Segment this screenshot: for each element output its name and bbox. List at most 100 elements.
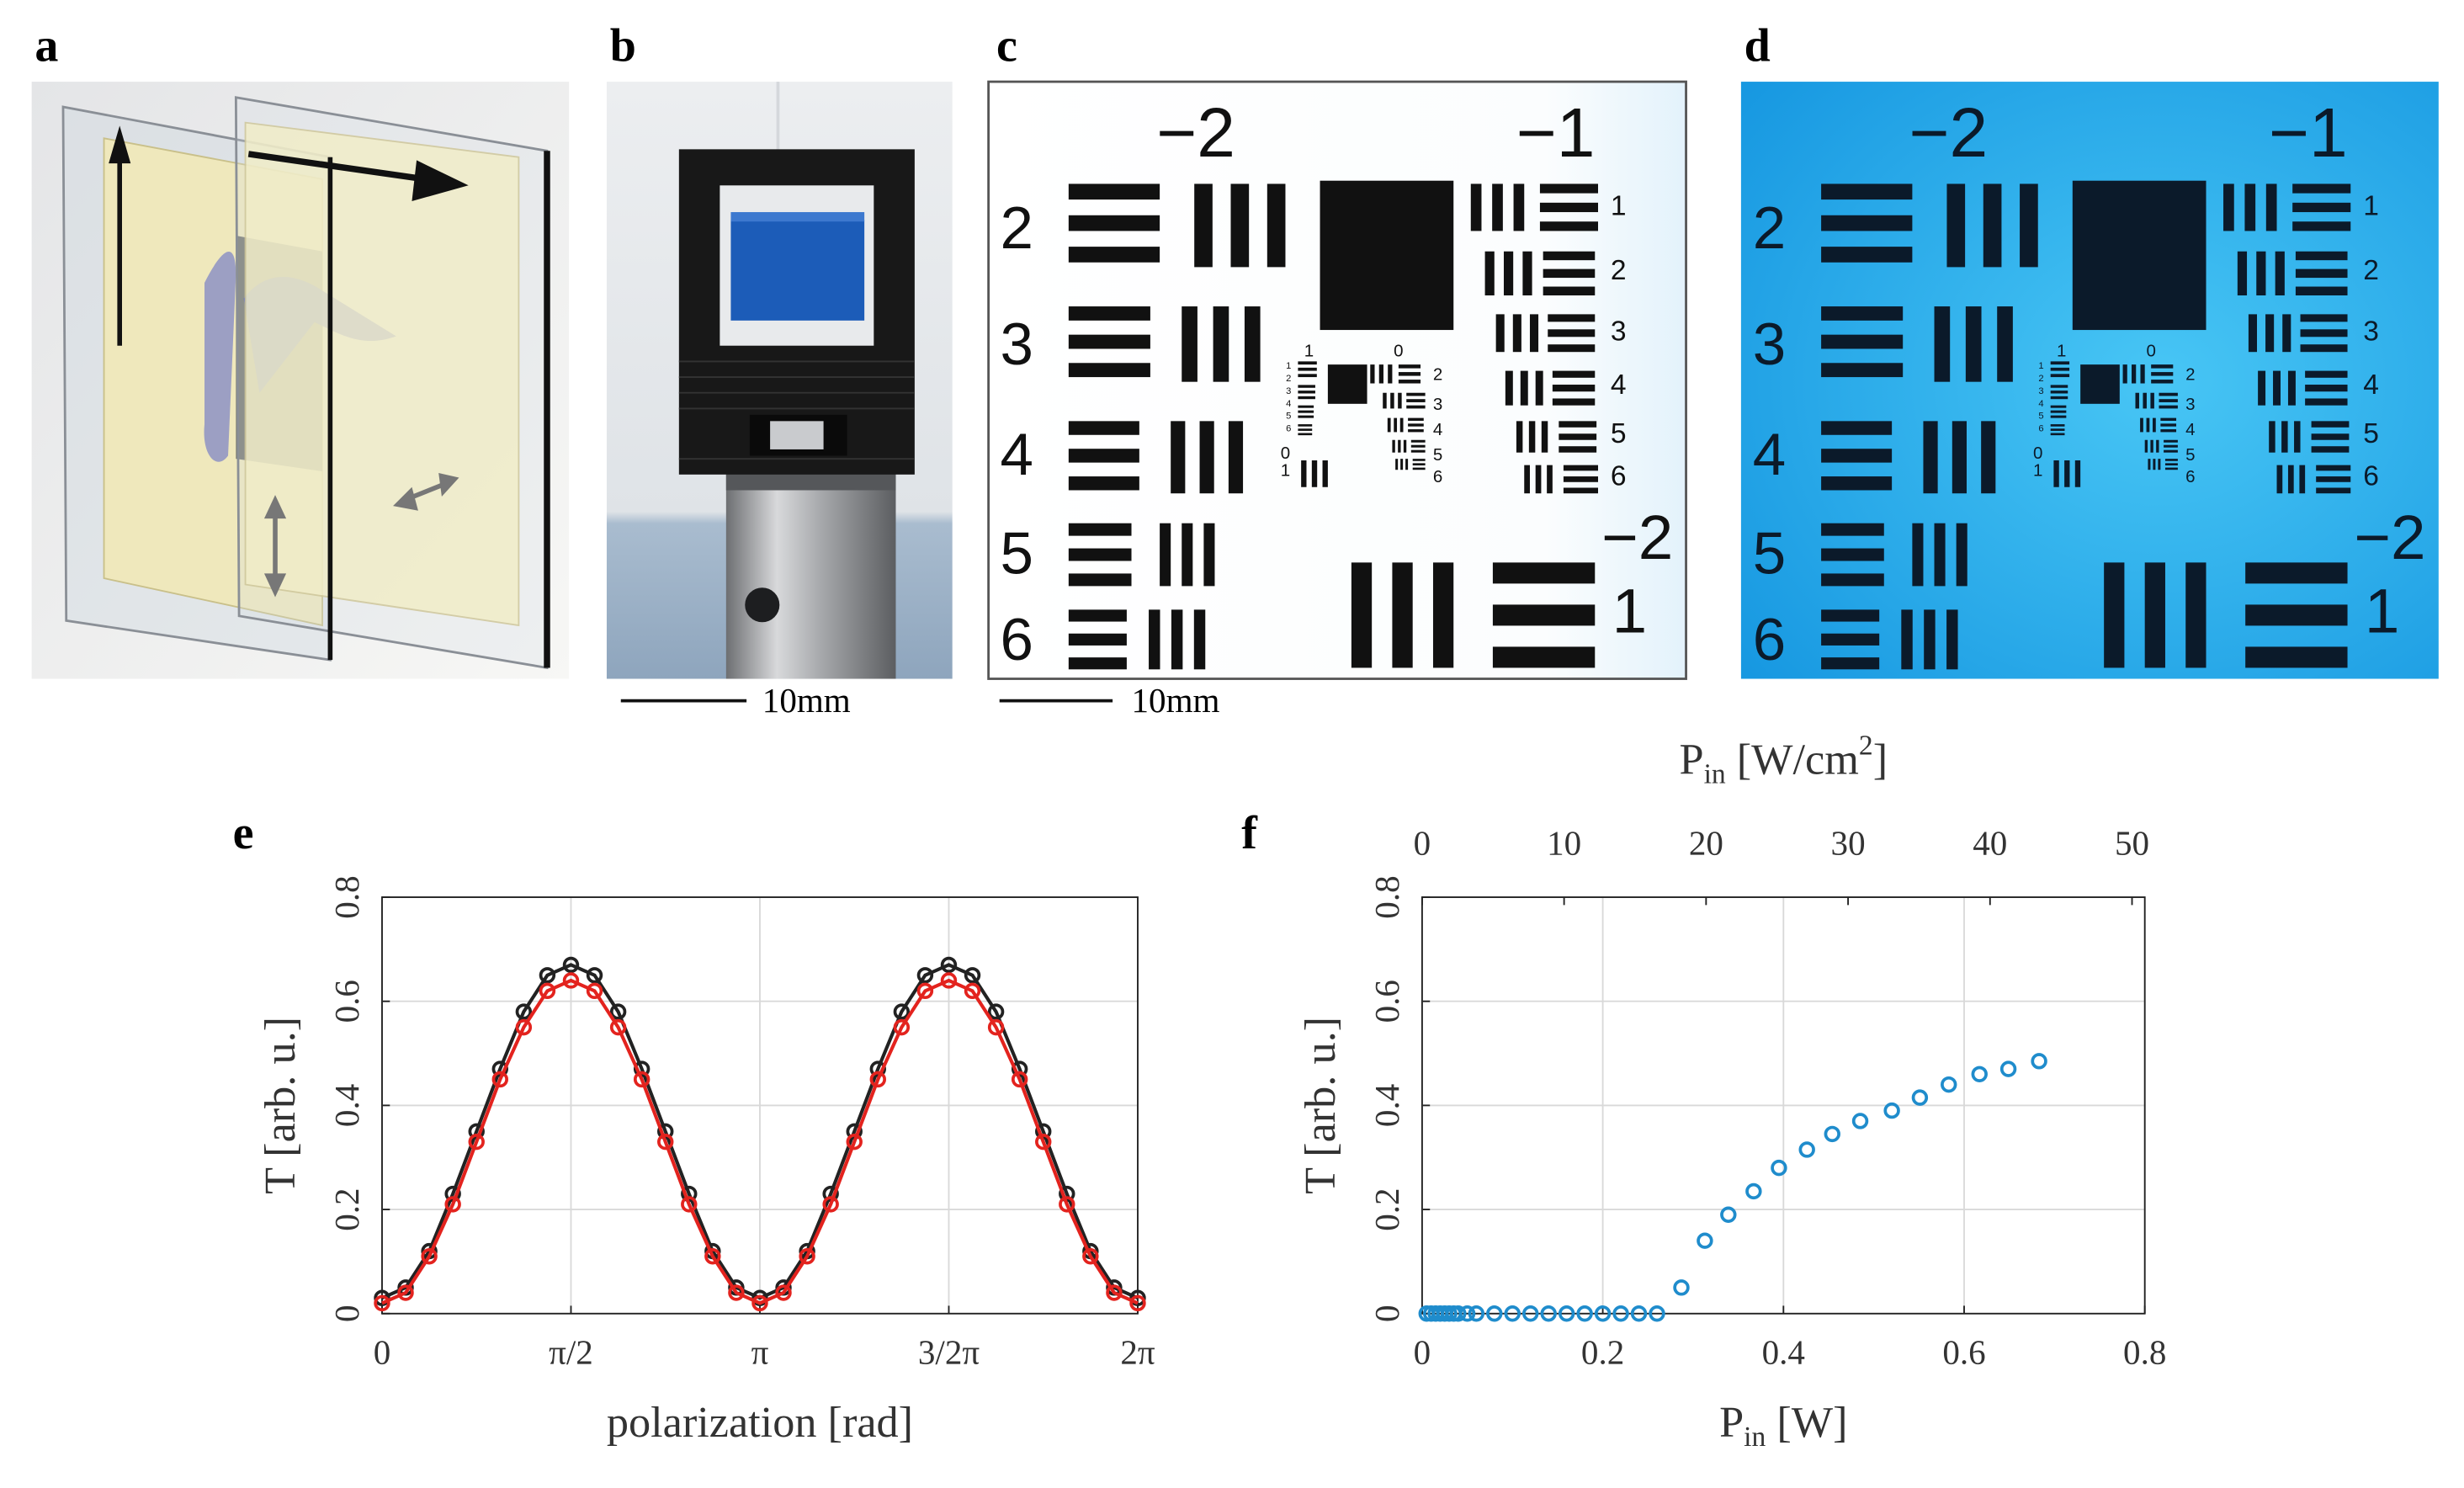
target-bar [1539, 221, 1598, 231]
target-bar [2223, 183, 2234, 231]
target-bar [1563, 476, 1598, 482]
target-bar [2287, 465, 2294, 494]
target-bar [2144, 439, 2148, 453]
target-bar [1213, 306, 1229, 382]
target-bar [1068, 306, 1150, 321]
target-bar [2305, 370, 2348, 378]
target-bar [2244, 183, 2256, 231]
target-bar [2050, 424, 2065, 427]
target-bar [1408, 423, 1424, 427]
data-point [916, 967, 934, 984]
target-bar [1901, 609, 1913, 670]
target-label: 4 [1286, 399, 1291, 409]
target-bar [1398, 439, 1401, 453]
data-point [374, 1289, 390, 1306]
target-label: 3 [1001, 311, 1033, 378]
x-tick-label: 0.4 [1762, 1333, 1805, 1372]
target-label: 1 [2363, 190, 2379, 221]
target-bar [1470, 183, 1482, 231]
target-bar [1547, 465, 1553, 494]
target-bar [1405, 459, 1409, 470]
target-bar [1524, 465, 1530, 494]
target-bar [2295, 251, 2348, 261]
target-bar [2265, 314, 2275, 353]
data-point [940, 956, 958, 974]
data-point [1059, 1196, 1075, 1213]
target-bar [1946, 609, 1958, 670]
data-point [1771, 1159, 1787, 1177]
data-point [987, 1003, 1005, 1020]
target-bar [2150, 392, 2154, 409]
target-bar [1068, 215, 1160, 231]
target-label: −2 [2354, 502, 2425, 572]
target-bar [2316, 465, 2351, 471]
target-bar [1383, 392, 1387, 409]
target-bar [1395, 459, 1399, 470]
target-bar [2294, 421, 2301, 453]
target-bar [2265, 183, 2277, 231]
data-point [1522, 1305, 1539, 1322]
target-bar [2144, 562, 2165, 668]
target-bar [2159, 392, 2178, 396]
y-tick-label: 0.2 [327, 1188, 366, 1230]
target-bar [1552, 398, 1596, 406]
target-bar [2292, 221, 2351, 231]
target-label: 4 [1753, 422, 1786, 488]
target-label: 2 [1286, 374, 1291, 384]
target-bar [2151, 372, 2174, 376]
data-point [1720, 1206, 1737, 1223]
target-bar [1298, 405, 1314, 408]
y-tick-label: 0 [1367, 1305, 1406, 1323]
data-point [1673, 1279, 1690, 1296]
target-bar [1512, 314, 1521, 353]
data-point [1540, 1305, 1557, 1322]
target-bar [1230, 183, 1250, 268]
axis-label: Pin [W/cm2] [1679, 730, 1888, 789]
data-point [397, 1284, 414, 1301]
target-label: 5 [1286, 412, 1291, 422]
target-bar [1228, 421, 1244, 494]
target-bar [2273, 370, 2281, 406]
target-bar [2245, 604, 2348, 626]
target-bar [1548, 314, 1596, 322]
data-point [940, 972, 958, 989]
data-point [987, 1018, 1005, 1036]
target-bar [1552, 385, 1596, 392]
target-bar [1552, 370, 1596, 378]
x-tick-label: 0.2 [1581, 1333, 1624, 1372]
target-bar [1398, 364, 1421, 369]
target-bar [2150, 439, 2153, 453]
target-bar [1412, 459, 1426, 461]
target-bar [2050, 396, 2068, 400]
data-point [751, 1294, 768, 1312]
target-bar [1529, 314, 1539, 353]
panel-label: f [1241, 807, 1258, 859]
target-bar [2300, 314, 2348, 322]
target-bar [1267, 183, 1286, 268]
target-bar [2143, 392, 2147, 409]
target-bar [1952, 421, 1967, 494]
target-bar [1821, 363, 1904, 378]
data-point [586, 982, 603, 1000]
x2-tick-label: 10 [1547, 824, 1581, 863]
target-label: 6 [2038, 424, 2043, 434]
data-point [586, 967, 603, 984]
target-bar [1997, 306, 2013, 382]
data-point [515, 1003, 533, 1020]
target-bar [2151, 380, 2174, 384]
target-label: 3 [2185, 395, 2195, 414]
target-bar [2050, 405, 2067, 408]
target-label: 4 [2038, 399, 2043, 409]
y-tick-label: 0.8 [327, 875, 366, 918]
target-bar [2159, 405, 2178, 409]
target-bar [1912, 523, 1924, 587]
target-bar [1492, 646, 1596, 668]
target-label: 4 [1433, 420, 1442, 439]
target-bar [1495, 314, 1505, 353]
data-line [381, 978, 1139, 1305]
target-bar [1492, 562, 1596, 584]
target-bar [2156, 439, 2159, 453]
target-bar [1298, 361, 1317, 365]
target-bar [1068, 247, 1160, 263]
